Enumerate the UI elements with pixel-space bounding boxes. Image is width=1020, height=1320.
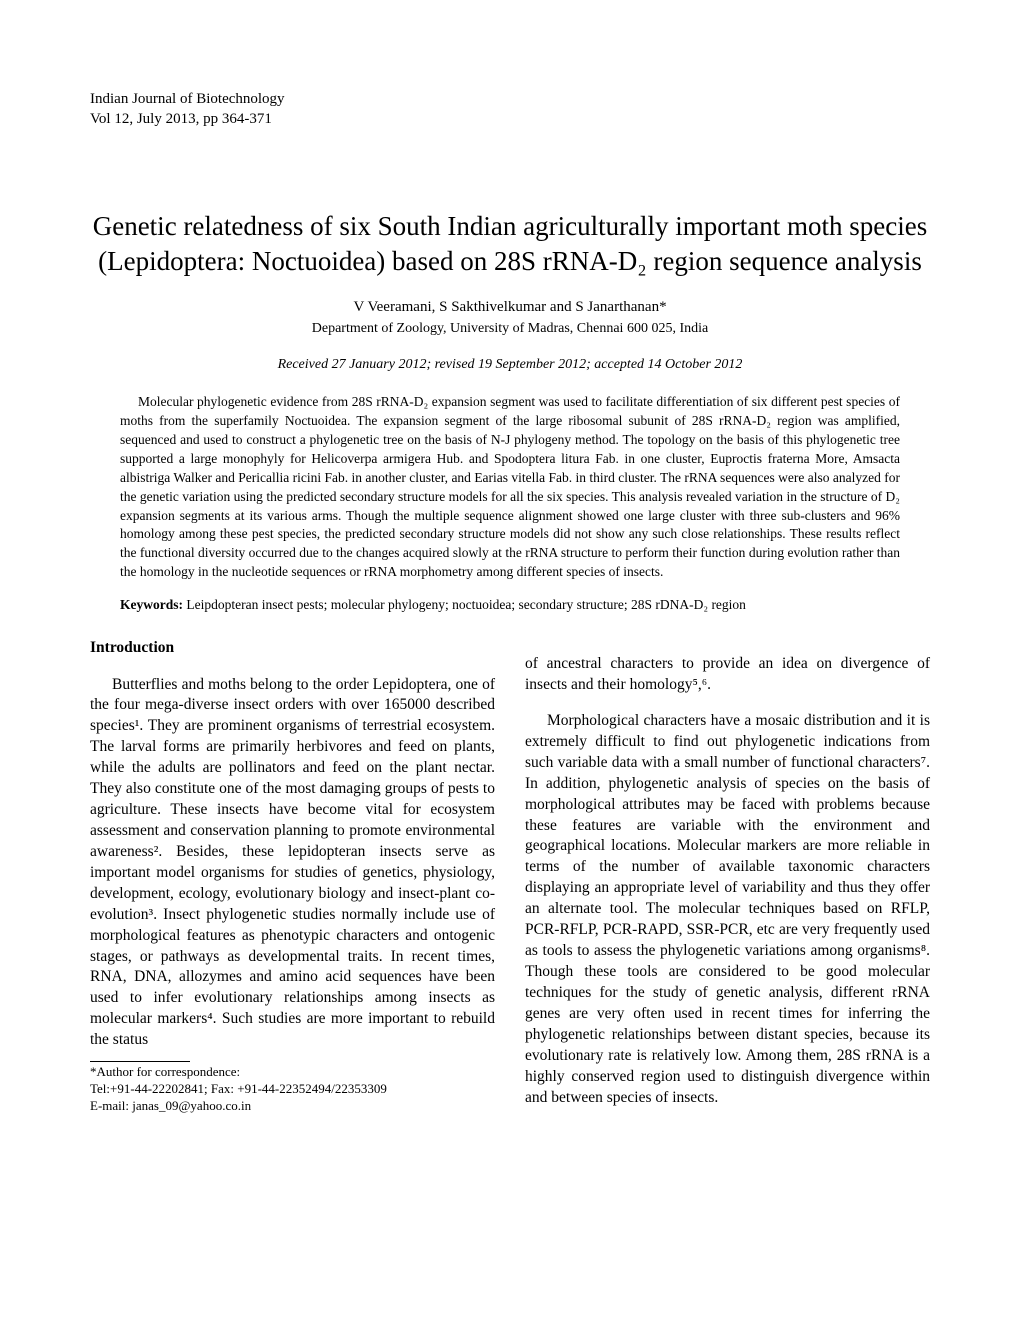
journal-volume: Vol 12, July 2013, pp 364-371 (90, 110, 930, 130)
authors: V Veeramani, S Sakthivelkumar and S Jana… (90, 299, 930, 316)
footnote-rule (90, 1061, 190, 1062)
footnote-email-label: E-mail: (90, 1098, 132, 1113)
intro-para-1: Butterflies and moths belong to the orde… (90, 675, 495, 1052)
keywords-label: Keywords: (120, 597, 183, 612)
correspondence-footnote: *Author for correspondence: Tel:+91-44-2… (90, 1064, 495, 1115)
affiliation: Department of Zoology, University of Mad… (90, 321, 930, 337)
abstract: Molecular phylogenetic evidence from 28S… (120, 393, 900, 582)
footnote-email-line: E-mail: janas_09@yahoo.co.in (90, 1098, 495, 1115)
journal-name: Indian Journal of Biotechnology (90, 90, 930, 110)
paper-title: Genetic relatedness of six South Indian … (90, 209, 930, 279)
keywords-text: Leipdopteran insect pests; molecular phy… (183, 597, 746, 612)
right-column: of ancestral characters to provide an id… (525, 638, 930, 1115)
submission-dates: Received 27 January 2012; revised 19 Sep… (90, 357, 930, 373)
footnote-tel: Tel:+91-44-22202841; Fax: +91-44-2235249… (90, 1081, 495, 1098)
journal-header: Indian Journal of Biotechnology Vol 12, … (90, 90, 930, 129)
footnote-email: janas_09@yahoo.co.in (132, 1098, 251, 1113)
introduction-heading: Introduction (90, 638, 495, 659)
left-column: Introduction Butterflies and moths belon… (90, 638, 495, 1115)
intro-para-2: Morphological characters have a mosaic d… (525, 711, 930, 1109)
intro-para-1-cont: of ancestral characters to provide an id… (525, 654, 930, 696)
body-columns: Introduction Butterflies and moths belon… (90, 638, 930, 1115)
footnote-author-label: *Author for correspondence: (90, 1064, 495, 1081)
keywords: Keywords: Leipdopteran insect pests; mol… (120, 597, 900, 613)
